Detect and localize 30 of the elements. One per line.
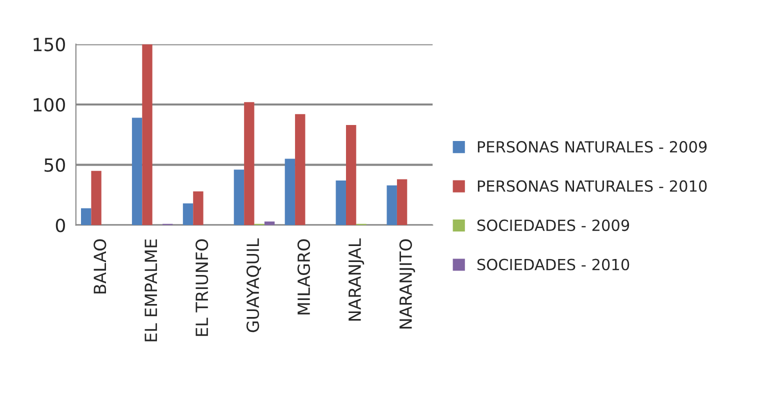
x-tick-label: GUAYAQUIL (246, 238, 262, 332)
bar (91, 170, 102, 226)
legend-label: SOCIEDADES - 2009 (477, 220, 630, 232)
x-tick-label: NARANJAL (348, 238, 364, 321)
y-tick-label: 100 (34, 98, 65, 112)
bar (182, 203, 194, 226)
bar (234, 170, 244, 226)
bar (295, 114, 306, 226)
bar (142, 44, 152, 226)
x-tick-label: BALAO (94, 239, 106, 294)
bar (396, 179, 408, 226)
x-tick-label: EL EMPALME (144, 239, 157, 342)
bar (336, 180, 346, 226)
y-tick-label: 0 (56, 218, 65, 232)
bar (284, 158, 296, 226)
legend-label: PERSONAS NATURALES - 2010 (478, 180, 707, 192)
y-tick-label: 50 (44, 158, 65, 172)
bar (132, 118, 142, 226)
bar (346, 125, 356, 226)
bar (264, 222, 275, 226)
y-tick-label: 150 (34, 38, 65, 52)
bar (193, 191, 204, 226)
bar (80, 208, 92, 226)
bar (386, 185, 397, 226)
x-tick-label: NARANJITO (399, 239, 416, 328)
legend-label: PERSONAS NATURALES - 2009 (478, 141, 707, 153)
legend-label: SOCIEDADES - 2010 (477, 258, 630, 270)
x-tick-label: MILAGRO (297, 239, 310, 314)
x-tick-label: EL TRIUNFO (196, 239, 208, 336)
bar (244, 102, 254, 226)
